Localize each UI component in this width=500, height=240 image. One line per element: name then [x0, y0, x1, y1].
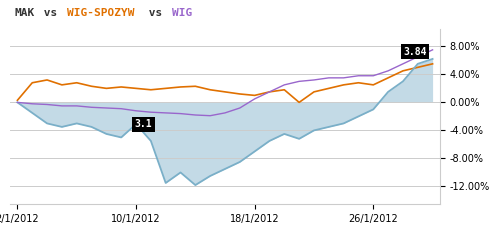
Text: 3.1: 3.1 — [134, 119, 152, 129]
Text: WIG: WIG — [172, 8, 192, 18]
Text: vs: vs — [37, 8, 64, 18]
Text: vs: vs — [142, 8, 169, 18]
Text: MAK: MAK — [14, 8, 34, 18]
Text: WIG-SPOZYW: WIG-SPOZYW — [66, 8, 134, 18]
Text: 3.84: 3.84 — [403, 47, 426, 57]
